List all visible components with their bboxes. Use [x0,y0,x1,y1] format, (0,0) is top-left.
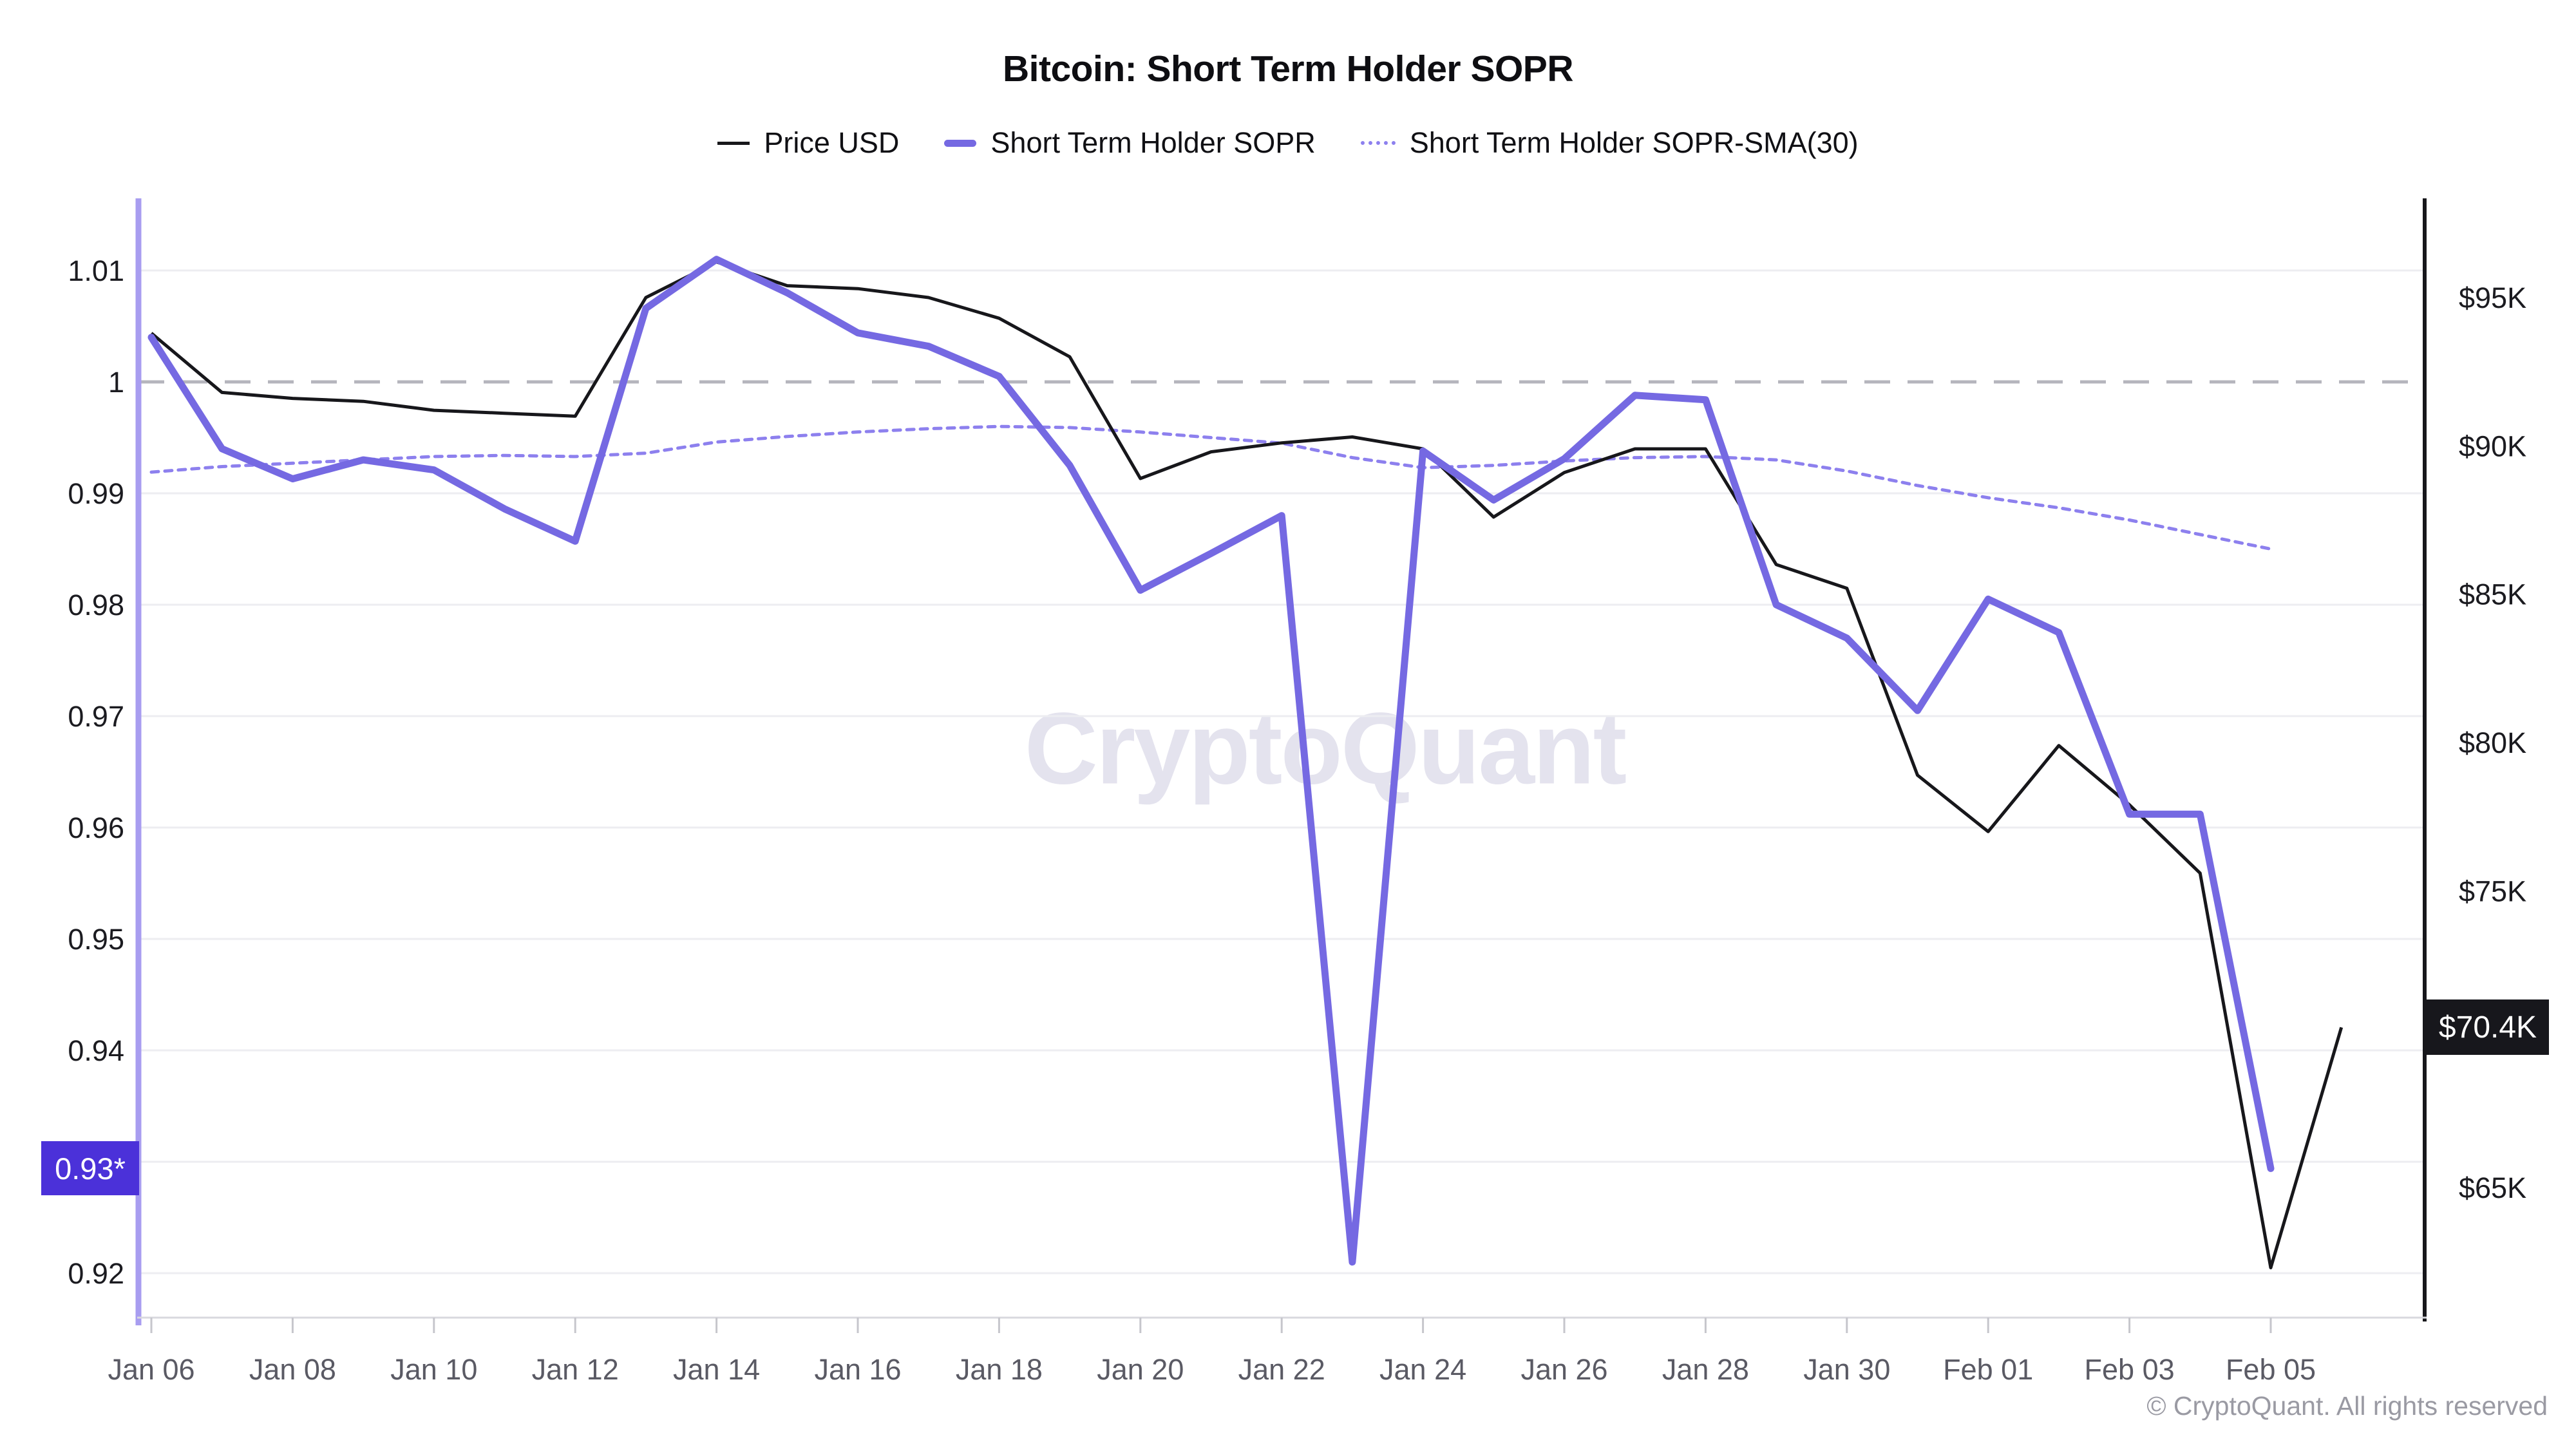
right-axis-label: $75K [2459,875,2526,907]
x-axis-label: Jan 14 [673,1353,760,1386]
page-title: Bitcoin: Short Term Holder SOPR [1002,48,1574,90]
x-axis-label: Jan 18 [956,1353,1043,1386]
sopr-line-swatch [944,139,977,147]
right-axis-label: $90K [2459,430,2526,462]
x-axis-label: Jan 20 [1097,1353,1184,1386]
series-lines [147,256,2344,1269]
sopr-sma30-line [149,424,2273,551]
axes [135,198,2427,1333]
legend-item-label: Short Term Holder SOPR-SMA(30) [1409,126,1859,159]
left-axis-label: 0.98 [68,589,124,621]
sopr-current-badge: 0.93* [41,1141,139,1196]
legend: Price USD Short Term Holder SOPR Short Ter… [0,126,2576,160]
left-axis-label: 0.99 [68,477,124,510]
legend-item-sopr[interactable]: Short Term Holder SOPR [944,126,1316,160]
sma-dotted-swatch [1360,141,1396,145]
x-axis-label: Jan 30 [1803,1353,1890,1386]
price-current-badge: $70.4K [2427,999,2549,1056]
sopr-line [147,256,2275,1266]
legend-item-label: Short Term Holder SOPR [990,126,1316,159]
right-axis-label: $65K [2459,1171,2526,1204]
x-axis-label: Jan 22 [1238,1353,1325,1386]
legend-item-price-usd[interactable]: Price USD [717,126,899,160]
x-axis-label: Jan 06 [108,1353,194,1386]
legend-item-label: Price USD [764,126,900,159]
x-axis-label: Jan 16 [814,1353,901,1386]
left-axis-label: 0.95 [68,923,124,956]
x-axis-label: Feb 03 [2085,1353,2175,1386]
right-axis-label: $95K [2459,281,2526,314]
left-axis-label: 0.97 [68,700,124,733]
legend-item-sopr-sma30[interactable]: Short Term Holder SOPR-SMA(30) [1360,126,1859,160]
axis-labels: Jan 06 Jan 08 Jan 10 Jan 12 Jan 14 Jan 16 Jan … [68,254,2526,1386]
left-axis-label: 0.92 [68,1257,124,1290]
x-axis-label: Jan 08 [249,1353,336,1386]
left-axis-label: 1 [108,366,124,399]
left-axis-label: 1.01 [68,254,124,287]
x-axis-label: Jan 12 [532,1353,619,1386]
price-usd-line [150,260,2344,1269]
x-axis-label: Feb 01 [1943,1353,2033,1386]
right-axis-label: $85K [2459,578,2526,611]
copyright-footer: © CryptoQuant. All rights reserved [2146,1391,2548,1421]
gridlines [138,269,2425,1274]
left-axis-label: 0.94 [68,1034,124,1067]
x-axis-label: Jan 24 [1379,1353,1466,1386]
x-axis-label: Jan 28 [1662,1353,1749,1386]
price-line-swatch [717,141,750,145]
right-axis-label: $80K [2459,726,2526,759]
x-axis-label: Feb 05 [2226,1353,2316,1386]
x-axis-label: Jan 10 [390,1353,477,1386]
left-axis-label: 0.96 [68,811,124,844]
x-axis-label: Jan 26 [1520,1353,1607,1386]
cryptoquant-watermark: CryptoQuant [1024,692,1627,806]
